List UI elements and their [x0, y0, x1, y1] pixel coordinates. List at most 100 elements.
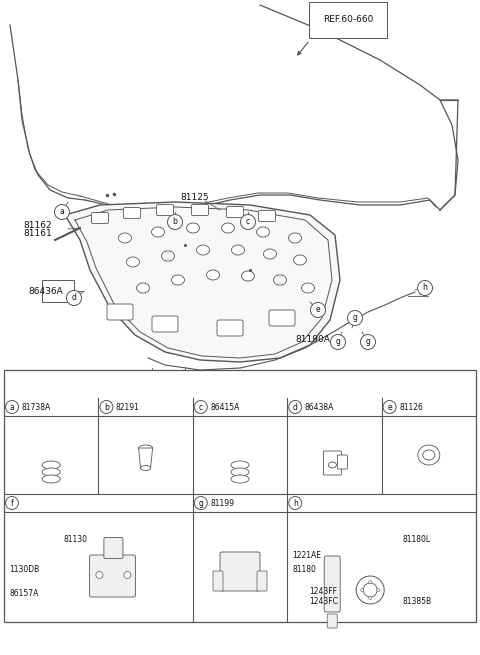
Ellipse shape: [221, 223, 235, 233]
Circle shape: [331, 335, 346, 350]
Circle shape: [311, 303, 325, 318]
FancyBboxPatch shape: [192, 204, 208, 215]
Ellipse shape: [231, 245, 244, 255]
Text: 81180L: 81180L: [402, 536, 431, 544]
FancyBboxPatch shape: [324, 451, 341, 475]
Text: 81161: 81161: [23, 229, 52, 238]
Text: a: a: [10, 403, 14, 411]
FancyBboxPatch shape: [217, 320, 243, 336]
Text: e: e: [316, 305, 320, 314]
FancyBboxPatch shape: [152, 316, 178, 332]
Text: c: c: [199, 403, 203, 411]
Ellipse shape: [369, 580, 372, 584]
Ellipse shape: [288, 233, 301, 243]
Ellipse shape: [369, 597, 372, 599]
Ellipse shape: [231, 468, 249, 476]
FancyBboxPatch shape: [269, 310, 295, 326]
Text: f: f: [151, 373, 154, 383]
Ellipse shape: [328, 462, 336, 468]
Text: 1221AE: 1221AE: [292, 552, 321, 561]
Ellipse shape: [264, 249, 276, 259]
FancyBboxPatch shape: [220, 552, 260, 591]
Circle shape: [168, 214, 182, 229]
FancyBboxPatch shape: [227, 206, 243, 217]
Text: 86438A: 86438A: [305, 403, 334, 411]
Text: b: b: [104, 403, 109, 411]
Ellipse shape: [187, 223, 200, 233]
Text: 1130DB: 1130DB: [9, 565, 39, 574]
Bar: [4, 370, 476, 622]
Ellipse shape: [423, 450, 435, 460]
Ellipse shape: [274, 275, 287, 285]
Text: 81126: 81126: [399, 403, 423, 411]
Ellipse shape: [418, 445, 440, 465]
FancyBboxPatch shape: [257, 571, 267, 591]
Circle shape: [55, 204, 70, 219]
Text: a: a: [60, 208, 64, 217]
Ellipse shape: [293, 255, 307, 265]
Ellipse shape: [127, 257, 140, 267]
Circle shape: [288, 496, 302, 510]
Ellipse shape: [42, 468, 60, 476]
Text: REF.60-660: REF.60-660: [323, 16, 373, 24]
Circle shape: [383, 400, 396, 413]
Circle shape: [5, 400, 19, 413]
Ellipse shape: [152, 227, 165, 237]
Ellipse shape: [231, 475, 249, 483]
Circle shape: [194, 496, 207, 510]
FancyBboxPatch shape: [327, 614, 337, 628]
Ellipse shape: [301, 283, 314, 293]
Ellipse shape: [241, 271, 254, 281]
Text: g: g: [353, 314, 358, 322]
Text: 1243FC: 1243FC: [309, 597, 338, 607]
Text: 81199: 81199: [210, 498, 234, 508]
Text: 81162: 81162: [24, 221, 52, 229]
Text: 1243FF: 1243FF: [309, 588, 337, 597]
Circle shape: [348, 310, 362, 326]
FancyBboxPatch shape: [89, 555, 135, 597]
Text: g: g: [198, 498, 203, 508]
Text: e: e: [387, 403, 392, 411]
Ellipse shape: [171, 275, 184, 285]
Text: d: d: [72, 293, 76, 303]
Ellipse shape: [136, 283, 149, 293]
FancyBboxPatch shape: [213, 571, 223, 591]
Ellipse shape: [139, 445, 153, 451]
Ellipse shape: [360, 588, 364, 591]
Text: f: f: [11, 498, 13, 508]
Ellipse shape: [363, 583, 377, 597]
Text: g: g: [366, 337, 371, 346]
Ellipse shape: [124, 572, 131, 578]
Ellipse shape: [42, 475, 60, 483]
Ellipse shape: [377, 588, 380, 591]
FancyBboxPatch shape: [337, 455, 348, 469]
FancyBboxPatch shape: [123, 208, 141, 219]
Circle shape: [288, 400, 302, 413]
Ellipse shape: [256, 227, 269, 237]
Text: 86415A: 86415A: [210, 403, 240, 411]
Ellipse shape: [206, 270, 219, 280]
Text: 81738A: 81738A: [22, 403, 51, 411]
Text: 81130: 81130: [64, 536, 88, 544]
FancyBboxPatch shape: [104, 538, 123, 559]
Text: 81180: 81180: [292, 565, 316, 574]
Text: 82191: 82191: [116, 403, 140, 411]
Ellipse shape: [231, 461, 249, 469]
Circle shape: [144, 371, 159, 386]
FancyBboxPatch shape: [324, 556, 340, 612]
Text: h: h: [293, 498, 298, 508]
Text: h: h: [422, 284, 427, 293]
Polygon shape: [139, 448, 153, 468]
Text: 81125: 81125: [180, 193, 209, 202]
Circle shape: [5, 496, 19, 510]
Ellipse shape: [141, 466, 151, 470]
Ellipse shape: [96, 572, 103, 578]
Ellipse shape: [161, 251, 175, 261]
Circle shape: [418, 280, 432, 295]
Circle shape: [67, 291, 82, 305]
Circle shape: [194, 400, 207, 413]
Ellipse shape: [356, 576, 384, 604]
Text: 81385B: 81385B: [402, 597, 432, 607]
FancyBboxPatch shape: [92, 212, 108, 223]
Ellipse shape: [196, 245, 209, 255]
